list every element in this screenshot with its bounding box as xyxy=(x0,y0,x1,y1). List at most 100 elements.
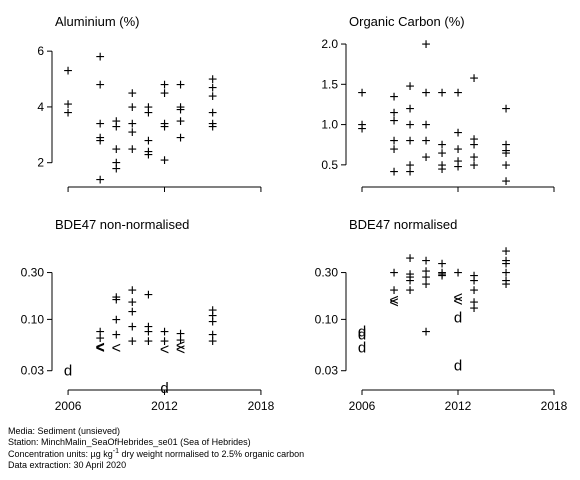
data-point: + xyxy=(437,137,446,154)
data-point: + xyxy=(501,143,510,160)
footer-extraction: Data extraction: 30 April 2020 xyxy=(8,459,127,470)
data-point: + xyxy=(128,85,137,102)
footer-media: Media: Sediment (unsieved) xyxy=(8,426,121,436)
data-point: + xyxy=(501,273,510,290)
data-point: + xyxy=(501,173,510,190)
data-point: d xyxy=(454,309,462,326)
data-point: + xyxy=(501,101,510,118)
data-point: + xyxy=(453,141,462,158)
data-point: + xyxy=(144,319,153,336)
data-point: < xyxy=(453,293,462,310)
data-point: + xyxy=(208,327,217,344)
data-point: + xyxy=(208,72,217,89)
data-point: + xyxy=(176,332,185,349)
data-point: < xyxy=(112,340,121,357)
data-point: + xyxy=(405,164,414,181)
data-point: + xyxy=(389,141,398,158)
data-point: + xyxy=(112,312,121,329)
data-point: + xyxy=(421,37,430,54)
data-point: + xyxy=(437,161,446,178)
data-point: + xyxy=(501,276,510,293)
data-point: + xyxy=(160,119,169,136)
data-point: + xyxy=(421,253,430,270)
data-point: + xyxy=(208,314,217,331)
y-tick-label: 0.5 xyxy=(321,158,338,172)
data-point: + xyxy=(405,251,414,268)
data-point: + xyxy=(160,152,169,169)
x-tick-label: 2012 xyxy=(151,399,178,413)
panel-3: BDE47 non-normalised 0.03 0.10 0.30 2006 2012… xyxy=(21,217,275,413)
data-point: + xyxy=(63,97,72,114)
data-point: + xyxy=(501,256,510,273)
data-point: + xyxy=(160,77,169,94)
data-point: + xyxy=(437,256,446,273)
data-point: + xyxy=(469,301,478,318)
data-point: + xyxy=(405,157,414,174)
data-point: + xyxy=(128,334,137,351)
data-point: d xyxy=(358,324,366,341)
data-point: + xyxy=(208,119,217,136)
data-point: + xyxy=(128,295,137,312)
data-point: + xyxy=(176,130,185,147)
data-point: + xyxy=(112,141,121,158)
data-point: + xyxy=(389,133,398,150)
data-point: + xyxy=(501,137,510,154)
footer-units-prefix: Concentration units: µg kg xyxy=(8,449,113,460)
data-point: + xyxy=(112,155,121,172)
data-point: + xyxy=(96,116,105,133)
data-point: + xyxy=(96,324,105,341)
data-point: + xyxy=(144,324,153,341)
data-point: + xyxy=(405,266,414,283)
data-point: + xyxy=(453,153,462,170)
data-point: + xyxy=(96,133,105,150)
data-point: + xyxy=(453,85,462,102)
data-point: + xyxy=(421,270,430,287)
data-point: + xyxy=(96,172,105,189)
panel-title: Aluminium (%) xyxy=(55,14,140,29)
data-point: + xyxy=(357,117,366,134)
data-point: + xyxy=(421,324,430,341)
data-point: + xyxy=(176,99,185,116)
data-point: + xyxy=(112,292,121,309)
data-point: + xyxy=(128,319,137,336)
data-point: + xyxy=(144,334,153,351)
y-tick-label: 4 xyxy=(37,100,44,114)
data-point: + xyxy=(469,268,478,285)
data-point: + xyxy=(176,326,185,343)
data-point: + xyxy=(112,289,121,306)
y-tick-label: 2 xyxy=(37,156,44,170)
data-point: + xyxy=(96,330,105,347)
data-point: + xyxy=(437,265,446,282)
data-point: + xyxy=(357,121,366,138)
data-point: < xyxy=(160,341,169,358)
data-point: < xyxy=(389,292,398,309)
data-point: + xyxy=(437,268,446,285)
data-point: + xyxy=(389,89,398,106)
data-point: + xyxy=(469,149,478,166)
data-point: d xyxy=(358,339,366,356)
data-point: + xyxy=(160,85,169,102)
data-point: d xyxy=(454,357,462,374)
data-point: + xyxy=(421,117,430,134)
data-point: + xyxy=(437,157,446,174)
panel-title: BDE47 normalised xyxy=(349,217,457,232)
data-point: + xyxy=(469,132,478,149)
x-tick-label: 2018 xyxy=(248,399,275,413)
data-point: + xyxy=(176,102,185,119)
y-tick-label: 6 xyxy=(37,44,44,58)
data-point: + xyxy=(421,85,430,102)
data-point: + xyxy=(208,334,217,351)
data-point: + xyxy=(501,265,510,282)
footer-units: Concentration units: µg kg-1 dry weight … xyxy=(8,447,304,460)
y-tick-label: 0.03 xyxy=(315,364,339,378)
data-point: < xyxy=(176,337,185,354)
data-point: + xyxy=(144,133,153,150)
data-point: + xyxy=(144,99,153,116)
data-point: + xyxy=(208,80,217,97)
y-tick-label: 0.03 xyxy=(21,364,45,378)
data-point: + xyxy=(128,282,137,299)
data-point: + xyxy=(453,125,462,142)
data-point: + xyxy=(357,85,366,102)
y-tick-label: 0.30 xyxy=(21,266,45,280)
